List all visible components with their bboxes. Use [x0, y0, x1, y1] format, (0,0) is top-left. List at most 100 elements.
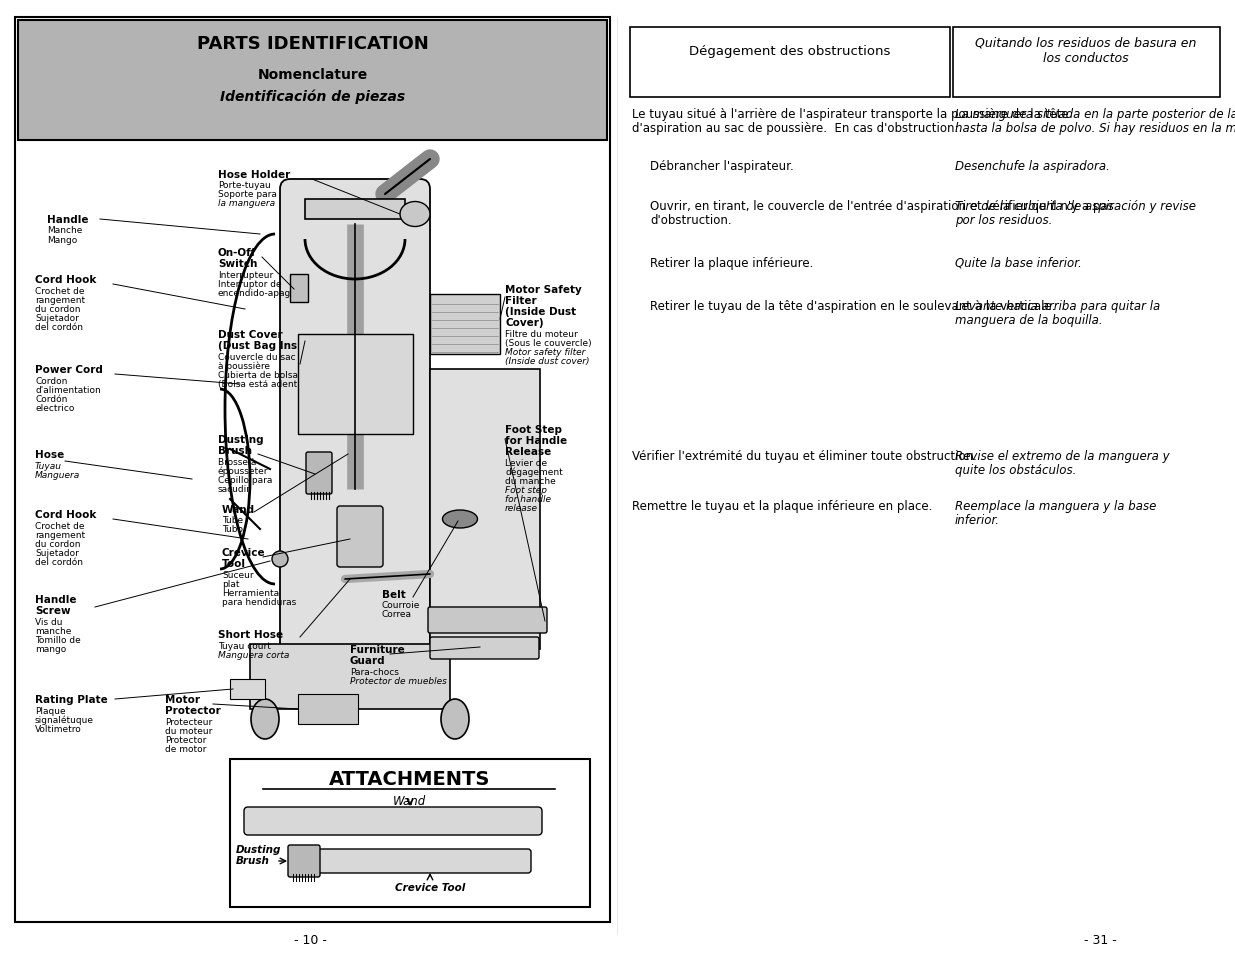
Text: Filtre du moteur: Filtre du moteur: [505, 330, 578, 338]
Text: Correa: Correa: [382, 609, 412, 618]
Text: Crochet de: Crochet de: [35, 521, 84, 531]
Text: d'obstruction.: d'obstruction.: [650, 213, 731, 227]
Text: Interruptor de: Interruptor de: [219, 280, 282, 289]
Text: Dégagement des obstructions: Dégagement des obstructions: [689, 45, 890, 58]
Text: (Inside Dust: (Inside Dust: [505, 307, 576, 316]
FancyBboxPatch shape: [315, 849, 531, 873]
Text: Courroie: Courroie: [382, 600, 420, 609]
Text: (Inside dust cover): (Inside dust cover): [505, 356, 589, 366]
Text: Brush: Brush: [219, 446, 252, 456]
Text: Porte-tuyau: Porte-tuyau: [219, 181, 270, 190]
Text: Crevice: Crevice: [222, 547, 266, 558]
Ellipse shape: [442, 511, 478, 529]
Text: (Sous le couvercle): (Sous le couvercle): [505, 338, 592, 348]
Text: Wand: Wand: [394, 794, 426, 807]
Text: d'alimentation: d'alimentation: [35, 386, 101, 395]
Text: Motor Safety: Motor Safety: [505, 285, 582, 294]
Text: Interrupteur: Interrupteur: [219, 271, 273, 280]
Text: Reemplace la manguera y la base: Reemplace la manguera y la base: [955, 499, 1156, 513]
Text: Sujetador: Sujetador: [35, 314, 79, 323]
Text: Identificación de piezas: Identificación de piezas: [220, 90, 405, 105]
Text: for handle: for handle: [505, 495, 551, 503]
Text: Tuyau court: Tuyau court: [219, 641, 270, 650]
Text: Cover): Cover): [505, 317, 543, 328]
Text: plat: plat: [222, 579, 240, 588]
Text: Mango: Mango: [47, 235, 78, 245]
Text: rangement: rangement: [35, 531, 85, 539]
Text: Suceur: Suceur: [222, 571, 253, 579]
Text: de motor: de motor: [165, 744, 206, 753]
Bar: [305, 200, 405, 220]
Text: Foot step: Foot step: [505, 485, 547, 495]
Text: Protecteur: Protecteur: [165, 718, 212, 726]
Bar: [15, 18, 610, 923]
Text: Tool: Tool: [222, 558, 246, 568]
Text: PARTS IDENTIFICATION: PARTS IDENTIFICATION: [198, 35, 429, 53]
Text: Tire de la cubierta de aspiración y revise: Tire de la cubierta de aspiración y revi…: [955, 200, 1195, 213]
Text: La manguera situada en la parte posterior de la aspiradora lleva el polvo de la : La manguera situada en la parte posterio…: [955, 108, 1235, 121]
Text: Débrancher l'aspirateur.: Débrancher l'aspirateur.: [650, 160, 794, 172]
Bar: [19, 21, 606, 141]
Text: Guard: Guard: [350, 656, 385, 665]
Text: - 10 -: - 10 -: [294, 933, 326, 946]
Text: Plaque: Plaque: [35, 706, 65, 716]
Text: del cordón: del cordón: [35, 558, 83, 566]
Text: rangement: rangement: [35, 295, 85, 305]
Text: du manche: du manche: [505, 476, 556, 485]
Text: Power Cord: Power Cord: [35, 365, 103, 375]
Text: Belt: Belt: [382, 589, 406, 599]
Text: Desenchufe la aspiradora.: Desenchufe la aspiradora.: [955, 160, 1110, 172]
Text: Protector: Protector: [165, 705, 221, 716]
Text: Remettre le tuyau et la plaque inférieure en place.: Remettre le tuyau et la plaque inférieur…: [632, 499, 932, 513]
Bar: [298, 335, 412, 435]
Text: Hose Holder: Hose Holder: [219, 170, 290, 180]
Text: Filter: Filter: [505, 295, 537, 306]
Text: del cordón: del cordón: [35, 323, 83, 332]
FancyBboxPatch shape: [306, 453, 332, 495]
Text: la manguera: la manguera: [219, 199, 275, 208]
Text: mango: mango: [35, 644, 67, 654]
Text: Herramienta: Herramienta: [222, 588, 279, 598]
Text: inferior.: inferior.: [955, 514, 1000, 526]
Text: Para-chocs: Para-chocs: [350, 667, 399, 677]
Text: Quitando los residuos de basura en
los conductos: Quitando los residuos de basura en los c…: [976, 37, 1197, 65]
Text: por los residuos.: por los residuos.: [955, 213, 1052, 227]
Text: Cordon: Cordon: [35, 376, 68, 386]
Text: Protector de muebles: Protector de muebles: [350, 677, 447, 685]
Text: Tuyau: Tuyau: [35, 461, 62, 471]
Text: Short Hose: Short Hose: [219, 629, 283, 639]
Text: Retirer la plaque inférieure.: Retirer la plaque inférieure.: [650, 256, 814, 270]
Text: Nomenclature: Nomenclature: [258, 68, 368, 82]
Text: Furniture: Furniture: [350, 644, 405, 655]
Text: Wand: Wand: [222, 504, 256, 515]
Text: quite los obstáculos.: quite los obstáculos.: [955, 463, 1077, 476]
Text: Manguera: Manguera: [35, 471, 80, 479]
Text: Motor: Motor: [165, 695, 200, 704]
Text: Soporte para: Soporte para: [219, 190, 277, 199]
Ellipse shape: [441, 700, 469, 740]
Text: Switch: Switch: [219, 258, 257, 269]
Text: manche: manche: [35, 626, 72, 636]
Text: Crochet de: Crochet de: [35, 287, 84, 295]
Text: Foot Step: Foot Step: [505, 424, 562, 435]
FancyBboxPatch shape: [245, 807, 542, 835]
Text: Voltimetro: Voltimetro: [35, 724, 82, 733]
Text: - 31 -: - 31 -: [1083, 933, 1116, 946]
Text: for Handle: for Handle: [505, 436, 567, 446]
FancyBboxPatch shape: [280, 180, 430, 659]
Text: Dusting: Dusting: [219, 435, 263, 444]
Text: Cubierta de bolsa: Cubierta de bolsa: [219, 371, 298, 379]
Text: Brosse à: Brosse à: [219, 457, 257, 467]
FancyBboxPatch shape: [288, 845, 320, 877]
Text: Cepillo para: Cepillo para: [219, 476, 273, 484]
Text: du cordon: du cordon: [35, 305, 80, 314]
Text: Crevice Tool: Crevice Tool: [395, 882, 466, 892]
Text: Hose: Hose: [35, 450, 64, 459]
Text: Motor safety filter: Motor safety filter: [505, 348, 585, 356]
Text: Dusting: Dusting: [236, 844, 282, 854]
Text: Handle: Handle: [35, 595, 77, 604]
Text: Vis du: Vis du: [35, 618, 63, 626]
Text: du moteur: du moteur: [165, 726, 212, 735]
Text: Levante hacia arriba para quitar la: Levante hacia arriba para quitar la: [955, 299, 1160, 313]
Text: d'aspiration au sac de poussière.  En cas d'obstruction:: d'aspiration au sac de poussière. En cas…: [632, 122, 958, 135]
